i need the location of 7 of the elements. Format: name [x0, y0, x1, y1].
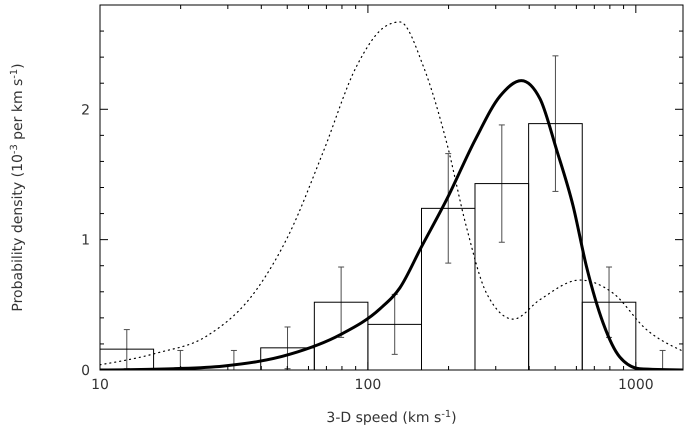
- y-tick-label: 0: [81, 363, 90, 379]
- x-tick-label: 100: [354, 377, 382, 393]
- x-axis-title: 3-D speed (km s$^{-1}$): [326, 408, 457, 426]
- y-tick-label: 2: [81, 102, 90, 118]
- x-tick-label: 10: [91, 377, 109, 393]
- y-tick-label: 1: [81, 232, 90, 249]
- x-tick-label: 1000: [618, 377, 654, 393]
